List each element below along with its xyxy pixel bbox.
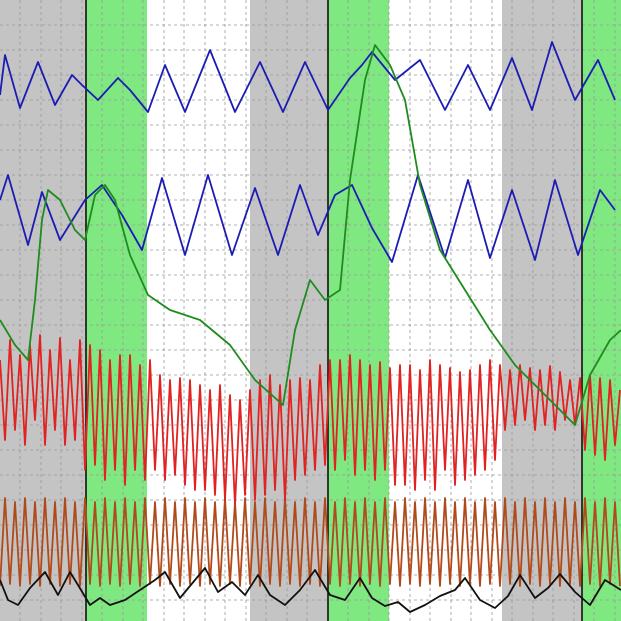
band bbox=[328, 0, 389, 621]
series-line bbox=[0, 174, 616, 263]
series-line bbox=[0, 497, 621, 587]
band bbox=[582, 0, 621, 621]
series-line bbox=[0, 41, 616, 113]
series-line bbox=[0, 334, 621, 506]
series-line bbox=[0, 567, 621, 613]
series-line bbox=[0, 44, 621, 426]
